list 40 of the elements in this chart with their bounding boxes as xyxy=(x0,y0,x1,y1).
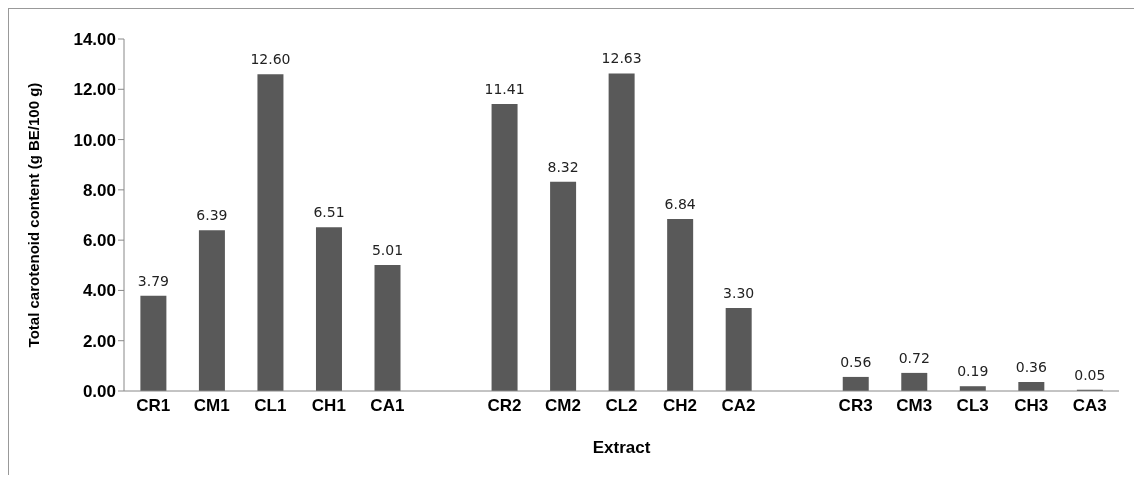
data-label: 0.56 xyxy=(840,353,872,370)
data-label: 0.19 xyxy=(957,363,989,380)
x-tick-label: CR2 xyxy=(487,396,522,416)
y-tick-label: 4.00 xyxy=(82,281,116,301)
x-tick-label: CL3 xyxy=(956,396,989,416)
y-tick-label: 0.00 xyxy=(82,382,116,402)
x-axis-title: Extract xyxy=(592,438,651,457)
x-tick-label: CA2 xyxy=(721,396,756,416)
y-tick-label: 14.00 xyxy=(73,30,116,50)
y-axis-title: Total carotenoid content (g BE/100 g) xyxy=(25,82,43,348)
x-tick-label: CL1 xyxy=(254,396,287,416)
data-label: 12.63 xyxy=(601,50,642,67)
data-label: 3.30 xyxy=(723,285,755,302)
y-tick-label: 2.00 xyxy=(82,331,116,351)
data-label: 6.84 xyxy=(664,196,696,213)
x-tick-label: CM2 xyxy=(545,396,581,416)
data-label: 5.01 xyxy=(371,242,404,259)
data-label: 3.79 xyxy=(137,272,169,289)
x-tick-label: CH1 xyxy=(311,396,346,416)
data-label: 11.41 xyxy=(484,81,525,98)
data-label: 6.51 xyxy=(313,204,345,221)
y-tick-label: 10.00 xyxy=(73,130,116,150)
x-tick-label: CR1 xyxy=(136,396,171,416)
x-tick-label: CM1 xyxy=(193,396,230,416)
x-tick-label: CR3 xyxy=(838,396,873,416)
x-tick-label: CA3 xyxy=(1072,396,1107,416)
data-label: 0.05 xyxy=(1074,366,1106,383)
data-label: 12.60 xyxy=(250,51,291,68)
y-tick-label: 12.00 xyxy=(73,80,116,100)
data-label: 0.36 xyxy=(1015,358,1048,375)
data-label: 6.39 xyxy=(196,207,228,224)
y-tick-label: 8.00 xyxy=(82,180,116,200)
data-label: 8.32 xyxy=(547,158,579,175)
x-tick-label: CA1 xyxy=(370,396,405,416)
x-tick-label: CH2 xyxy=(663,396,698,416)
x-tick-label: CM3 xyxy=(896,396,933,416)
y-tick-label: 6.00 xyxy=(82,231,116,251)
x-tick-label: CL2 xyxy=(605,396,638,416)
data-label: 0.72 xyxy=(898,349,930,366)
x-tick-label: CH3 xyxy=(1014,396,1049,416)
